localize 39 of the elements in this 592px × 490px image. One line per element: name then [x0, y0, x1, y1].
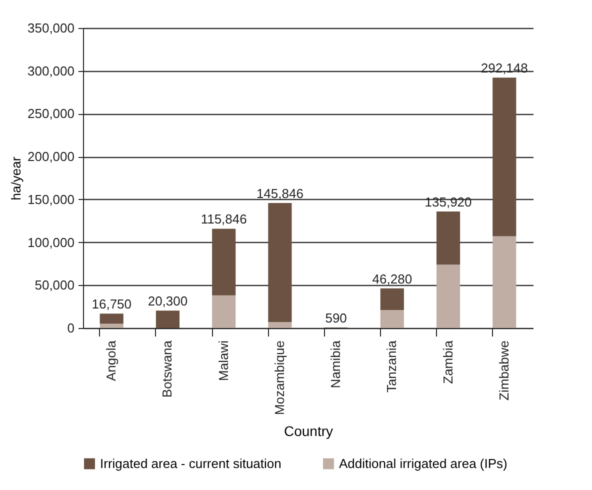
- y-tick-label: 50,000: [34, 278, 74, 293]
- total-label: 145,846: [256, 186, 304, 201]
- x-tick-label: Zambia: [440, 340, 456, 384]
- y-tick-label: 350,000: [28, 20, 74, 36]
- total-label: 115,846: [200, 212, 247, 227]
- bar: [212, 228, 236, 296]
- bar: [100, 314, 124, 324]
- y-tick-label: 150,000: [28, 192, 74, 207]
- bar: [156, 310, 180, 328]
- x-tick-label: Angola: [104, 340, 119, 381]
- bar: [436, 264, 460, 328]
- bar: [380, 310, 404, 328]
- y-tick-label: 300,000: [28, 63, 74, 78]
- y-tick-label: 100,000: [28, 234, 74, 250]
- x-tick-label: Namibia: [328, 340, 344, 388]
- x-tick-label: Mozambique: [272, 340, 287, 415]
- y-tick-label: 0: [67, 320, 74, 336]
- y-axis-title: ha/year: [8, 156, 24, 200]
- total-label: 20,300: [148, 294, 188, 309]
- bar: [380, 288, 404, 310]
- x-tick-label: Tanzania: [384, 340, 400, 393]
- bar: [100, 324, 124, 328]
- total-label: 16,750: [92, 296, 132, 312]
- y-tick-label: 200,000: [28, 149, 74, 164]
- y-tick-label: 250,000: [28, 106, 74, 122]
- x-axis-title: Country: [284, 422, 334, 439]
- x-tick-label: Zimbabwe: [496, 340, 512, 400]
- bar: [436, 211, 460, 265]
- bar: [492, 236, 516, 328]
- bar: [492, 78, 516, 236]
- legend-label: Additional irrigated area (IPs): [339, 456, 508, 471]
- x-tick-label: Botswana: [160, 340, 175, 398]
- x-tick-label: Malawi: [216, 340, 231, 381]
- legend-label: Irrigated area - current situation: [100, 456, 282, 471]
- total-label: 46,280: [372, 271, 412, 286]
- bar: [268, 202, 292, 322]
- bar: [268, 322, 292, 328]
- total-label: 590: [325, 310, 347, 326]
- bar: [212, 295, 236, 328]
